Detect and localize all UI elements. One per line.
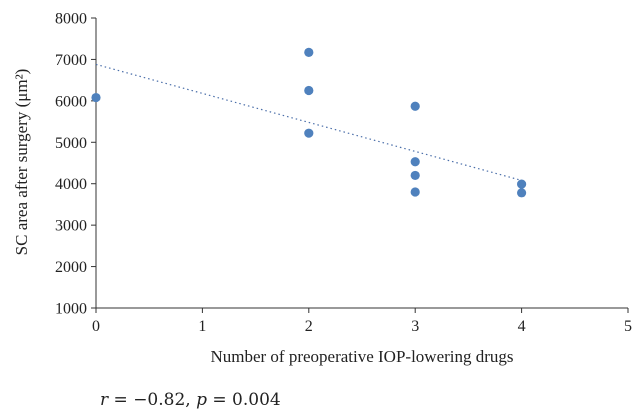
r-value-text: = −0.82, [108, 390, 196, 410]
data-point [410, 101, 420, 111]
y-tick-label: 1000 [55, 301, 87, 318]
y-axis-title: SC area after surgery (μm²) [12, 69, 31, 256]
x-axis-ticks: 0 1 2 3 4 5 [92, 308, 632, 335]
data-points [91, 47, 527, 198]
data-point [517, 179, 527, 189]
p-symbol: p [196, 390, 207, 410]
y-tick-label: 5000 [55, 135, 87, 152]
p-value-text: = 0.004 [207, 390, 281, 410]
trendline [95, 63, 522, 181]
x-tick-label: 3 [411, 318, 419, 335]
data-point [410, 170, 420, 181]
r-symbol: r [100, 390, 109, 410]
data-point [410, 157, 420, 167]
y-tick-label: 8000 [55, 11, 87, 28]
x-tick-label: 2 [305, 318, 313, 335]
data-point [304, 128, 314, 138]
y-tick-label: 4000 [55, 176, 87, 193]
data-point [304, 85, 314, 96]
y-tick-label: 6000 [55, 93, 87, 110]
x-axis-title: Number of preoperative IOP-lowering drug… [210, 347, 513, 366]
data-point [410, 187, 420, 197]
y-tick-label: 7000 [55, 52, 87, 69]
x-tick-label: 1 [198, 318, 206, 335]
data-point [517, 188, 527, 198]
y-axis-ticks: 1000 2000 3000 4000 5000 6000 7000 8000 [55, 11, 96, 318]
data-point [304, 47, 314, 57]
x-tick-label: 4 [518, 318, 526, 335]
correlation-annotation: r = −0.82, p = 0.004 [100, 390, 281, 410]
x-tick-label: 5 [624, 318, 632, 335]
x-tick-label: 0 [92, 318, 100, 335]
y-tick-label: 2000 [55, 259, 87, 276]
y-tick-label: 3000 [55, 218, 87, 235]
data-point [91, 92, 101, 103]
